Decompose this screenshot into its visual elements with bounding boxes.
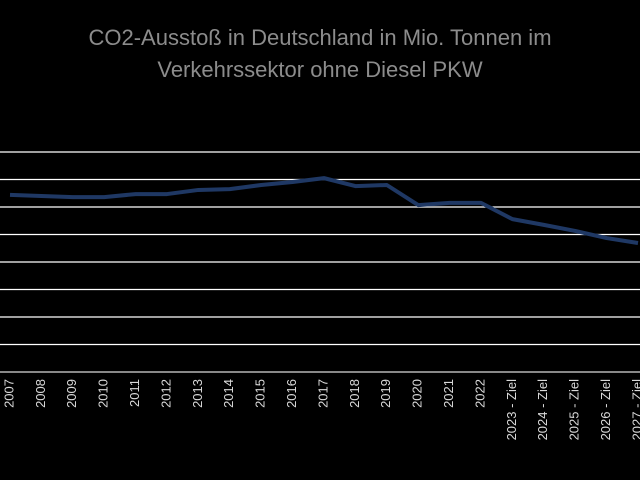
x-tick-label: 2016 xyxy=(284,379,299,408)
x-tick-label: 2007 xyxy=(1,379,16,408)
x-tick-label: 2020 xyxy=(410,379,425,408)
x-tick-label: 2026 - Ziel xyxy=(598,379,613,441)
x-tick-label: 2017 xyxy=(315,379,330,408)
data-line xyxy=(9,176,639,246)
x-tick-label: 2021 xyxy=(441,379,456,408)
x-tick-label: 2009 xyxy=(64,379,79,408)
x-tick-label: 2011 xyxy=(127,379,142,407)
x-tick-label: 2013 xyxy=(190,379,205,408)
x-tick-label: 2018 xyxy=(347,379,362,408)
x-tick-label: 2024 - Ziel xyxy=(535,379,550,441)
x-tick-label: 2019 xyxy=(378,379,393,408)
x-tick-label: 2008 xyxy=(33,379,48,408)
x-tick-label: 2023 - Ziel xyxy=(504,379,519,441)
chart-title: CO2-Ausstoß in Deutschland in Mio. Tonne… xyxy=(88,25,552,82)
x-tick-label: 2027 - Ziel xyxy=(629,379,640,441)
x-tick-label: 2015 xyxy=(253,379,268,408)
x-tick-label: 2014 xyxy=(221,379,236,408)
x-tick-label: 2010 xyxy=(96,379,111,408)
x-tick-label: 2022 xyxy=(472,379,487,408)
x-tick-label: 2012 xyxy=(158,379,173,408)
x-tick-label: 2025 - Ziel xyxy=(567,379,582,441)
